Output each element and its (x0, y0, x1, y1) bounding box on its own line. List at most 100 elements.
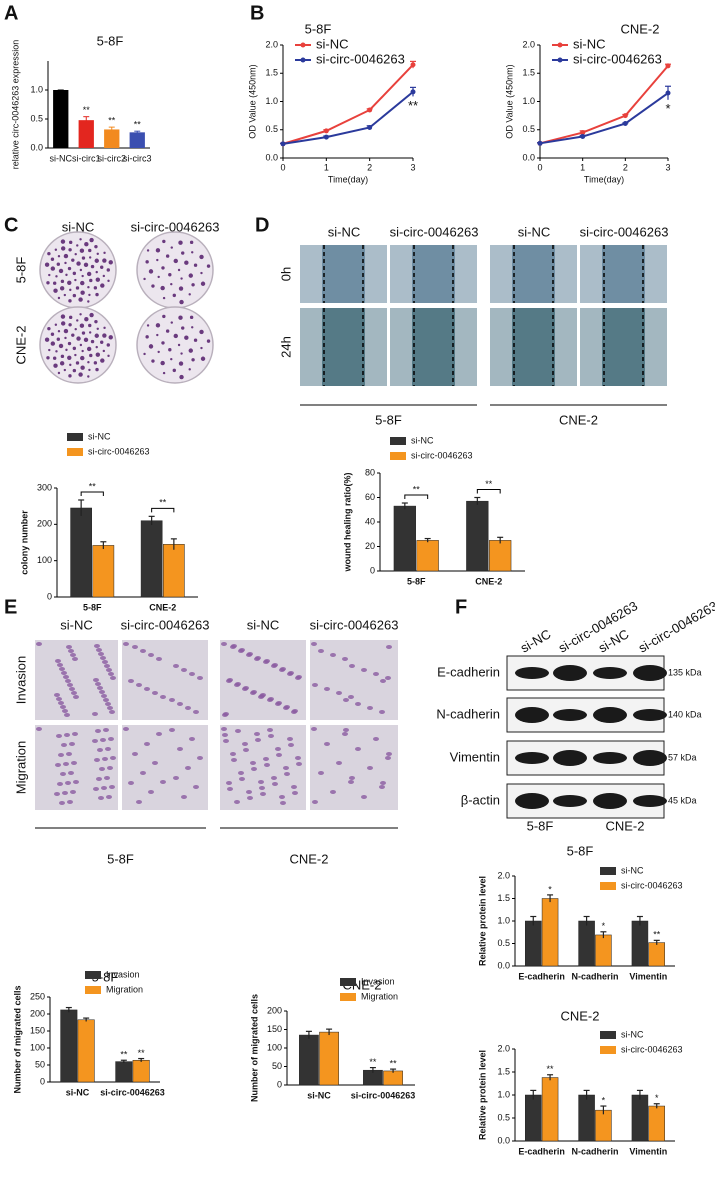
cell (264, 659, 270, 663)
cell (100, 656, 106, 660)
cell (92, 712, 98, 716)
cell-area (580, 245, 602, 303)
colony (200, 346, 203, 350)
cell (95, 682, 101, 686)
cell-area (645, 245, 667, 303)
significance: * (548, 884, 552, 894)
blot-band (633, 709, 667, 721)
colony (76, 244, 79, 247)
line (539, 92, 669, 145)
cell (185, 766, 191, 770)
colony (68, 315, 73, 320)
colony (93, 286, 98, 290)
cell-area (580, 308, 602, 386)
x-tick-label: CNE-2 (149, 602, 176, 612)
colony (200, 281, 206, 286)
cell (292, 709, 298, 713)
cell (95, 729, 101, 733)
colony (170, 357, 173, 361)
y-tick-label: 150 (30, 1025, 45, 1035)
legend-label: si-NC (573, 36, 606, 51)
cell (110, 676, 116, 680)
x-tick-label: Vimentin (629, 1146, 667, 1156)
x-tick-label: 1 (580, 162, 585, 172)
colony (96, 252, 99, 256)
cell (93, 678, 99, 682)
colony (79, 248, 85, 253)
colony (59, 286, 65, 291)
significance: ** (408, 98, 418, 113)
y-tick-label: 1.5 (265, 68, 278, 78)
cell (66, 752, 72, 756)
cell (311, 642, 317, 646)
colony (173, 258, 178, 264)
colony (146, 324, 150, 327)
y-tick-label: 0.0 (265, 152, 278, 162)
legend-label: si-NC (88, 431, 111, 441)
cell (58, 753, 64, 757)
blot-band (593, 707, 627, 723)
colony (181, 326, 185, 330)
y-tick-label: 0.5 (265, 124, 278, 134)
significance: ** (390, 1058, 398, 1068)
column-label: si-NC (328, 224, 361, 239)
y-tick-label: 300 (37, 482, 52, 492)
cell (373, 672, 379, 676)
transwell-image (220, 725, 306, 810)
transwell-image (35, 725, 118, 810)
cell (234, 800, 240, 804)
size-label: 45 kDa (668, 795, 697, 805)
bracket (476, 489, 501, 494)
legend-swatch (390, 437, 406, 445)
cell (222, 733, 228, 737)
colony (86, 271, 92, 277)
cell (63, 675, 69, 679)
colony (160, 360, 165, 366)
colony (191, 326, 194, 329)
colony (88, 323, 92, 328)
bar (648, 942, 665, 967)
colony (103, 251, 106, 255)
significance: ** (89, 481, 97, 491)
colony (157, 350, 160, 354)
cell (102, 757, 108, 761)
bar (129, 132, 145, 148)
colony (53, 363, 58, 368)
bar (648, 1105, 665, 1142)
blot-band (593, 667, 627, 679)
cell (288, 743, 294, 747)
legend-swatch (600, 1031, 616, 1039)
x-tick-label: 3 (410, 162, 415, 172)
point (580, 130, 586, 136)
colony (60, 321, 66, 326)
cell (336, 691, 342, 695)
colony (94, 244, 98, 249)
colony (78, 372, 83, 377)
colony (178, 240, 183, 245)
legend-marker (300, 57, 306, 63)
significance: ** (159, 498, 167, 508)
cell (311, 727, 317, 731)
colony (143, 352, 146, 356)
cell (312, 683, 318, 687)
cell (349, 776, 355, 780)
cell (239, 648, 245, 652)
bar (631, 1094, 649, 1142)
legend-marker (557, 57, 563, 63)
cell (251, 690, 257, 694)
group-label: 5-8F (107, 851, 134, 866)
legend-swatch (390, 452, 406, 460)
bar (489, 540, 512, 572)
colony (106, 268, 110, 272)
significance: ** (138, 1048, 146, 1058)
colony (87, 286, 90, 289)
bar (595, 1109, 612, 1142)
significance: ** (83, 105, 91, 115)
y-tick-label: 1.0 (522, 96, 535, 106)
colony (48, 348, 51, 352)
cell (128, 679, 134, 683)
x-tick-label: N-cadherin (571, 971, 618, 981)
colony (50, 257, 55, 261)
cell (238, 771, 244, 775)
cell (67, 800, 73, 804)
